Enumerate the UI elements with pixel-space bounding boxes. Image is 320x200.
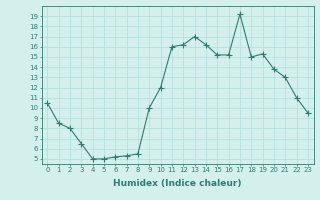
- X-axis label: Humidex (Indice chaleur): Humidex (Indice chaleur): [113, 179, 242, 188]
